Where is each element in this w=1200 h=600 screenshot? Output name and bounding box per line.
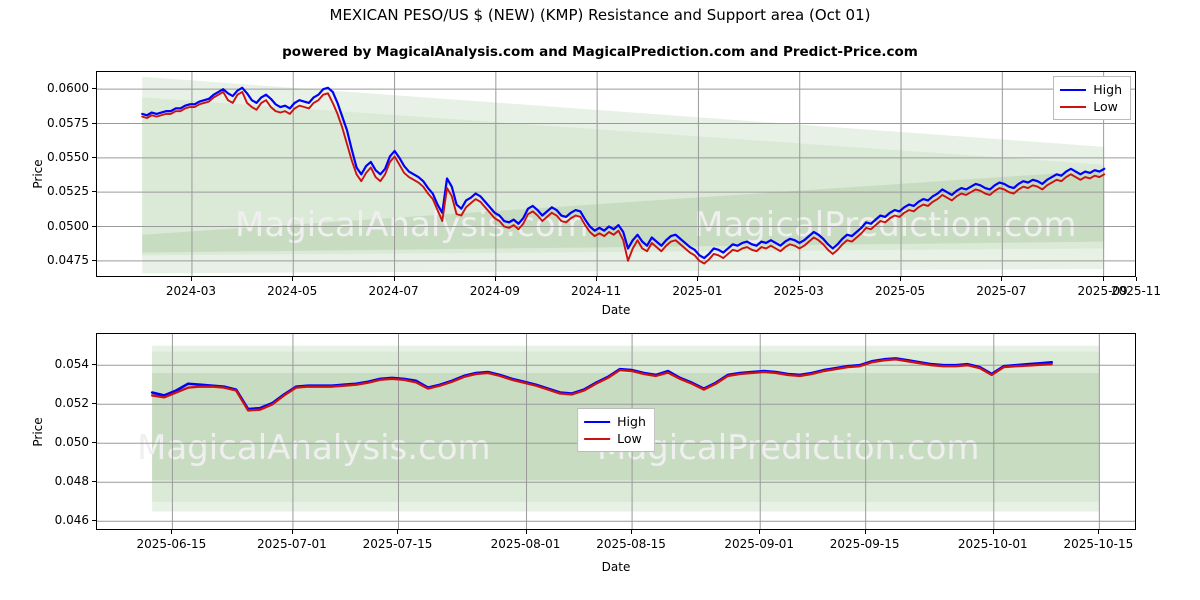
- page-title: MEXICAN PESO/US $ (NEW) (KMP) Resistance…: [329, 6, 871, 24]
- y-tick-label: 0.0575: [47, 115, 89, 130]
- x-tick-mark: [992, 530, 994, 534]
- y-tick-mark: [92, 442, 96, 444]
- x-tick-label: 2025-07-15: [362, 537, 433, 551]
- y-tick-mark: [92, 122, 96, 124]
- y-tick-mark: [92, 225, 96, 227]
- y-tick-mark: [92, 403, 96, 405]
- x-tick-mark: [596, 277, 598, 281]
- x-tick-label: 2025-10-01: [957, 537, 1028, 551]
- bottom-x-axis-label: Date: [601, 560, 631, 574]
- x-tick-mark: [1001, 277, 1003, 281]
- y-tick-mark: [92, 520, 96, 522]
- svg-text:MagicalPrediction.com: MagicalPrediction.com: [694, 205, 1077, 245]
- x-tick-label: 2025-07-01: [257, 537, 327, 551]
- x-tick-mark: [291, 530, 293, 534]
- x-tick-label: 2025-09: [1077, 284, 1128, 298]
- x-tick-label: 2025-10-15: [1063, 537, 1134, 551]
- x-tick-label: 2025-08-15: [596, 537, 666, 551]
- x-tick-label: 2025-05: [874, 284, 926, 298]
- legend-line-high: [584, 420, 611, 423]
- bottom-y-axis-label: Price: [31, 417, 45, 447]
- top-plot-area: MagicalAnalysis.com MagicalPrediction.com: [96, 71, 1136, 277]
- bottom-chart-legend: High Low: [577, 408, 655, 452]
- legend-label-high: High: [1093, 82, 1122, 97]
- x-tick-mark: [1098, 530, 1100, 534]
- legend-entry-low: Low: [1060, 98, 1122, 115]
- top-x-axis-label: Date: [601, 303, 631, 317]
- x-tick-label: 2025-09-01: [724, 537, 795, 551]
- y-tick-label: 0.0600: [47, 81, 89, 96]
- legend-line-low: [1060, 105, 1087, 108]
- y-tick-label: 0.0525: [47, 184, 89, 199]
- y-tick-mark: [92, 259, 96, 261]
- x-tick-label: 2025-09-15: [829, 537, 900, 551]
- x-tick-label: 2025-08-01: [490, 537, 561, 551]
- legend-entry-low: Low: [584, 430, 646, 447]
- svg-text:MagicalAnalysis.com: MagicalAnalysis.com: [235, 205, 589, 245]
- x-tick-mark: [525, 530, 527, 534]
- y-tick-label: 0.046: [54, 513, 89, 528]
- legend-label-low: Low: [1093, 99, 1118, 114]
- legend-entry-high: High: [1060, 81, 1122, 98]
- top-chart-panel: MagicalAnalysis.com MagicalPrediction.com…: [47, 71, 1161, 298]
- x-tick-mark: [171, 530, 173, 534]
- y-tick-label: 0.054: [54, 357, 89, 372]
- x-tick-label: 2025-06-15: [136, 537, 207, 551]
- bottom-chart-panel: MagicalAnalysis.com MagicalPrediction.com…: [55, 333, 1136, 551]
- x-tick-mark: [1102, 277, 1104, 281]
- x-tick-mark: [900, 277, 902, 281]
- legend-line-high: [1060, 88, 1087, 91]
- x-tick-label: 2024-05: [267, 284, 318, 298]
- x-tick-mark: [393, 277, 395, 281]
- page-subtitle: powered by MagicalAnalysis.com and Magic…: [282, 44, 918, 60]
- legend-label-low: Low: [617, 431, 642, 446]
- x-tick-mark: [494, 277, 496, 281]
- x-tick-mark: [697, 277, 699, 281]
- x-tick-mark: [292, 277, 294, 281]
- y-tick-label: 0.048: [54, 474, 89, 489]
- y-tick-mark: [92, 156, 96, 158]
- y-tick-mark: [92, 364, 96, 366]
- x-tick-mark: [798, 277, 800, 281]
- x-tick-mark: [759, 530, 761, 534]
- y-tick-label: 0.0550: [47, 149, 89, 164]
- x-tick-mark: [397, 530, 399, 534]
- x-tick-label: 2024-07: [368, 284, 419, 298]
- x-tick-label: 2025-11: [1110, 284, 1162, 298]
- legend-entry-high: High: [584, 413, 646, 430]
- svg-text:MagicalAnalysis.com: MagicalAnalysis.com: [137, 428, 491, 468]
- top-chart-legend: High Low: [1053, 76, 1131, 120]
- top-chart-svg: MagicalAnalysis.com MagicalPrediction.com: [97, 72, 1135, 276]
- x-tick-label: 2025-01: [672, 284, 723, 298]
- x-tick-label: 2025-07: [976, 284, 1027, 298]
- x-tick-mark: [864, 530, 866, 534]
- x-tick-mark: [1136, 277, 1137, 281]
- x-tick-label: 2024-03: [165, 284, 217, 298]
- y-tick-mark: [92, 481, 96, 483]
- svg-text:MagicalPrediction.com: MagicalPrediction.com: [597, 428, 980, 468]
- y-tick-label: 0.050: [54, 435, 89, 450]
- x-tick-mark: [631, 530, 633, 534]
- top-y-axis-label: Price: [31, 159, 45, 189]
- y-tick-mark: [92, 88, 96, 90]
- legend-line-low: [584, 437, 611, 440]
- y-tick-label: 0.052: [54, 396, 89, 411]
- y-tick-mark: [92, 191, 96, 193]
- y-tick-label: 0.0475: [47, 252, 89, 267]
- y-tick-label: 0.0500: [47, 218, 89, 233]
- x-tick-label: 2024-09: [469, 284, 520, 298]
- legend-label-high: High: [617, 414, 646, 429]
- x-tick-label: 2024-11: [571, 284, 622, 298]
- x-tick-label: 2025-03: [773, 284, 824, 298]
- x-tick-mark: [190, 277, 192, 281]
